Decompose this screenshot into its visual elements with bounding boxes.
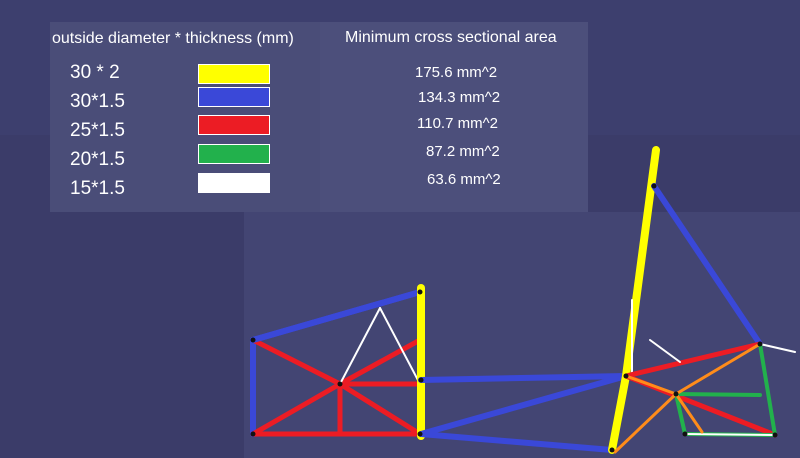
color-swatch	[198, 87, 270, 107]
frame-tube	[674, 392, 687, 436]
frame-joint	[417, 431, 423, 437]
frame-tube	[674, 342, 762, 396]
dimension-label: 20*1.5	[70, 149, 125, 170]
frame-tube	[339, 307, 381, 385]
frame-tube	[250, 289, 423, 343]
frame-joint	[772, 432, 778, 438]
frame-joint	[623, 373, 629, 379]
dimension-label: 30*1.5	[70, 91, 125, 112]
color-swatch	[198, 173, 270, 193]
frame-joint	[651, 183, 657, 189]
frame-joint	[417, 289, 423, 295]
color-swatch	[198, 64, 270, 84]
area-value: 63.6 mm^2	[427, 171, 501, 188]
frame-tube	[250, 381, 343, 437]
frame-tube	[613, 392, 678, 454]
frame-tube	[624, 374, 678, 396]
frame-tube	[608, 372, 630, 454]
frame-joint	[418, 377, 424, 383]
frame-tube	[684, 433, 776, 436]
area-value: 134.3 mm^2	[418, 89, 501, 106]
legend-panel	[50, 22, 320, 212]
frame-tube	[418, 373, 629, 437]
frame-joint	[682, 431, 688, 437]
frame-tube	[623, 341, 763, 379]
dimension-label: 30 * 2	[70, 62, 120, 83]
dimension-label: 15*1.5	[70, 178, 125, 199]
frame-tube	[758, 342, 777, 437]
area-value: 110.7 mm^2	[417, 115, 498, 132]
color-swatch	[198, 115, 270, 135]
area-value: 87.2 mm^2	[426, 143, 500, 160]
frame-tube	[379, 307, 421, 385]
frame-tube	[674, 392, 762, 397]
frame-tube	[674, 392, 704, 434]
frame-joint	[250, 431, 256, 437]
color-swatch	[198, 144, 270, 164]
frame-tube	[250, 337, 343, 387]
frame-tube	[649, 339, 681, 363]
frame-tube	[651, 183, 763, 347]
area-value: 175.6 mm^2	[415, 64, 498, 81]
frame-tube	[418, 431, 615, 453]
frame-joint	[250, 337, 256, 343]
background-viewport	[244, 212, 800, 458]
frame-tube	[418, 373, 629, 383]
frame-tube	[759, 343, 796, 353]
frame-joint	[337, 381, 343, 387]
area-panel	[320, 22, 588, 212]
frame-joint	[673, 391, 679, 397]
frame-joint	[609, 447, 615, 453]
legend-title: outside diameter * thickness (mm)	[52, 30, 294, 47]
frame-tube	[337, 337, 423, 387]
area-title: Minimum cross sectional area	[345, 29, 557, 46]
frame-tube	[337, 381, 423, 437]
frame-joint	[757, 341, 763, 347]
dimension-label: 25*1.5	[70, 120, 125, 141]
